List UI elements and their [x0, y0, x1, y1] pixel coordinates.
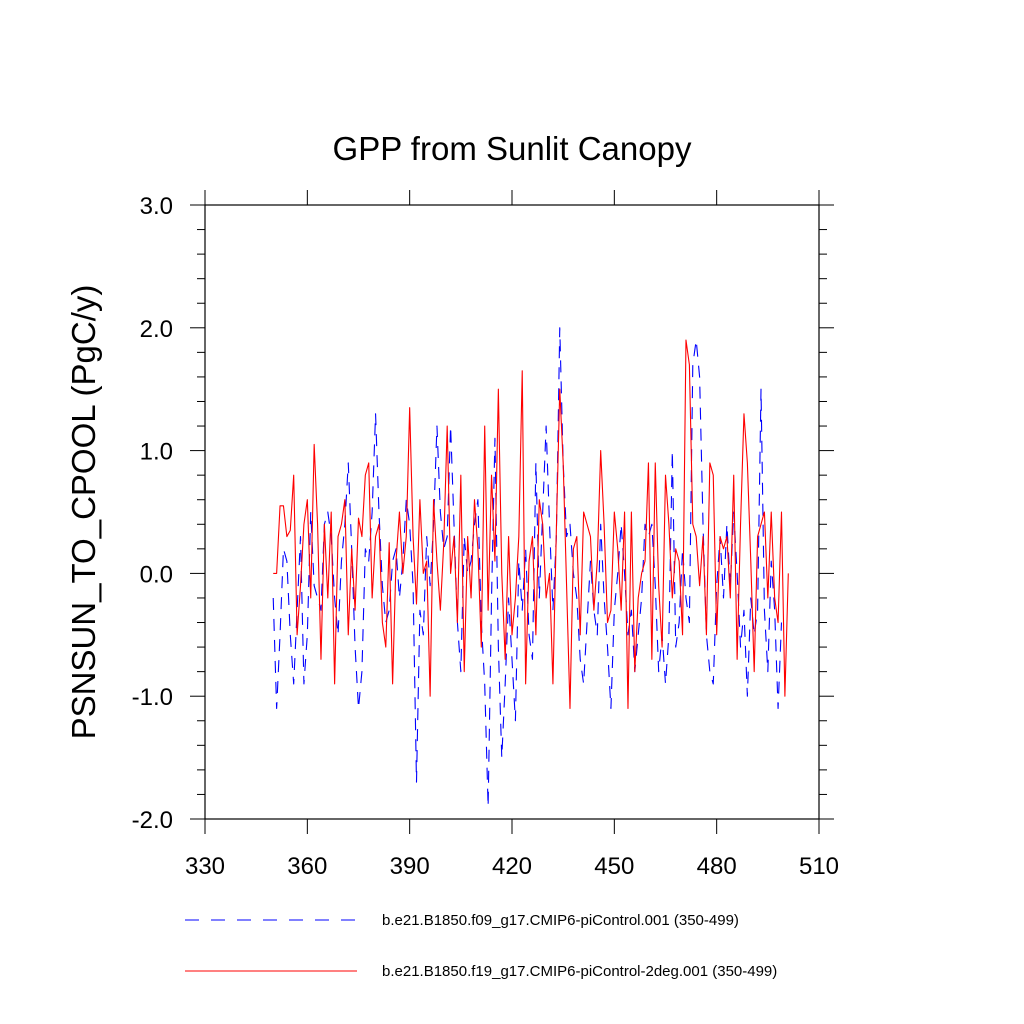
y-axis-tick-labels: -2.0 -1.0 0.0 1.0 2.0 3.0: [132, 193, 173, 834]
plot-area: 330 360 390 420 450 480 510 -2.0 -1.0 0.0 1.0 2.0 3…: [132, 190, 839, 880]
x-tick-label: 420: [492, 853, 532, 880]
x-tick-label: 480: [697, 853, 737, 880]
x-tick-label: 390: [390, 853, 430, 880]
series-line-2: [273, 339, 789, 710]
legend-label-series-2: b.e21.B1850.f19_g17.CMIP6-piControl-2deg…: [382, 963, 777, 980]
y-tick-label: 2.0: [140, 316, 173, 343]
y-axis-label: PSNSUN_TO_CPOOL (PgC/y): [65, 285, 102, 740]
series-line-1: [272, 327, 783, 808]
x-axis-tick-labels: 330 360 390 420 450 480 510: [185, 853, 839, 880]
x-tick-label: 510: [799, 853, 839, 880]
x-tick-label: 450: [594, 853, 634, 880]
x-tick-label: 360: [287, 853, 327, 880]
y-tick-label: 0.0: [140, 561, 173, 588]
y-tick-label: -2.0: [132, 807, 173, 834]
x-tick-label: 330: [185, 853, 225, 880]
series-layer: [272, 327, 789, 808]
y-tick-label: -1.0: [132, 684, 173, 711]
axis-ticks: [190, 190, 834, 834]
y-tick-label: 1.0: [140, 439, 173, 466]
legend: b.e21.B1850.f09_g17.CMIP6-piControl.001 …: [185, 912, 777, 980]
chart-title: GPP from Sunlit Canopy: [333, 130, 692, 167]
plot-frame: [204, 204, 820, 820]
legend-label-series-1: b.e21.B1850.f09_g17.CMIP6-piControl.001 …: [382, 912, 739, 929]
y-tick-label: 3.0: [140, 193, 173, 220]
